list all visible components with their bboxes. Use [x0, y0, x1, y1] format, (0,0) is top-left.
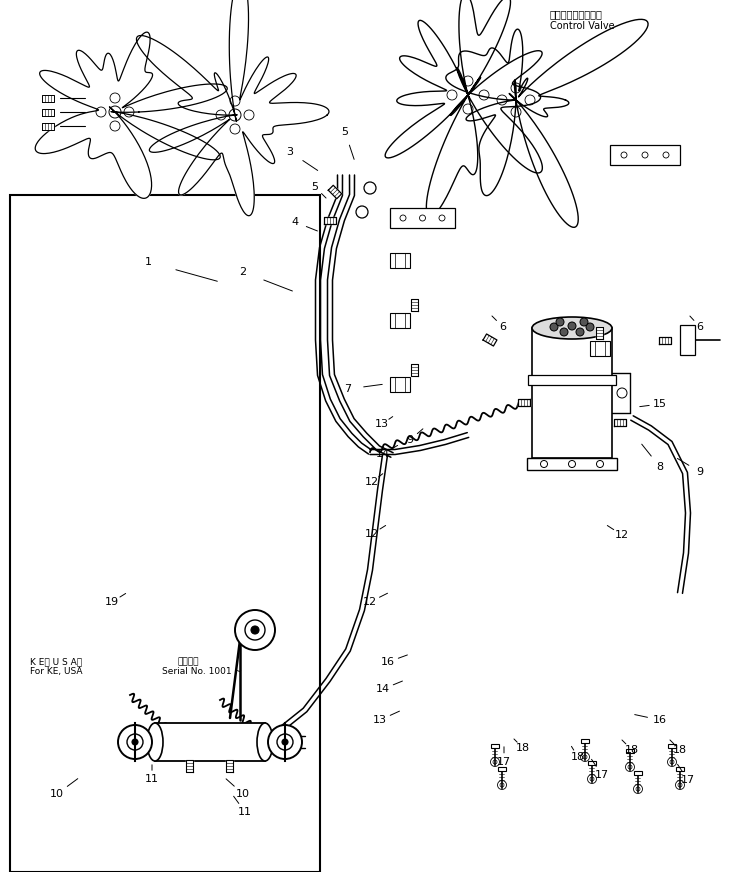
Polygon shape — [614, 419, 626, 426]
Polygon shape — [385, 0, 542, 216]
Polygon shape — [596, 327, 604, 339]
Text: Control Valve: Control Valve — [550, 21, 615, 31]
Text: 8: 8 — [657, 462, 663, 472]
Text: 10: 10 — [50, 789, 64, 799]
Text: 14: 14 — [376, 684, 390, 694]
Polygon shape — [35, 32, 227, 198]
Text: 7: 7 — [344, 384, 352, 394]
Polygon shape — [42, 122, 54, 130]
Text: 1: 1 — [144, 257, 152, 267]
Text: 17: 17 — [595, 770, 609, 780]
Circle shape — [118, 725, 152, 759]
Circle shape — [132, 739, 138, 745]
Text: K E． U S A用: K E． U S A用 — [30, 657, 82, 666]
Polygon shape — [136, 0, 329, 215]
Circle shape — [560, 328, 568, 336]
Text: For KE, USA: For KE, USA — [30, 667, 83, 676]
Text: Serial No. 1001 ~: Serial No. 1001 ~ — [162, 667, 242, 676]
Circle shape — [282, 739, 288, 745]
Circle shape — [586, 323, 594, 331]
Text: 16: 16 — [653, 715, 667, 725]
Text: 4: 4 — [291, 217, 298, 227]
Polygon shape — [42, 108, 54, 115]
Circle shape — [556, 318, 564, 326]
Text: 13: 13 — [373, 715, 387, 725]
Bar — [528, 375, 616, 385]
Bar — [626, 749, 634, 753]
Text: 12: 12 — [615, 530, 629, 540]
Ellipse shape — [147, 723, 163, 761]
Bar — [10, 195, 320, 872]
Circle shape — [576, 328, 584, 336]
Text: 適用号機: 適用号機 — [178, 657, 200, 666]
Bar — [532, 328, 612, 458]
Circle shape — [268, 725, 302, 759]
Bar — [588, 761, 596, 765]
Text: 18: 18 — [625, 745, 639, 755]
Bar — [590, 340, 610, 356]
Bar — [610, 145, 680, 165]
Text: 15: 15 — [653, 399, 667, 409]
Text: 12: 12 — [365, 529, 379, 539]
Text: 13: 13 — [375, 419, 389, 429]
Text: 11: 11 — [145, 774, 159, 784]
Text: 14: 14 — [376, 449, 390, 459]
Bar — [155, 723, 265, 761]
Polygon shape — [226, 760, 234, 772]
Bar — [390, 378, 410, 392]
Text: 6: 6 — [500, 322, 506, 332]
Polygon shape — [328, 185, 342, 199]
Polygon shape — [42, 94, 54, 101]
Circle shape — [568, 322, 576, 330]
Text: 9: 9 — [406, 435, 413, 445]
Text: 3: 3 — [287, 147, 293, 157]
Bar — [527, 458, 617, 470]
Bar — [390, 312, 410, 328]
Text: 5: 5 — [312, 182, 318, 192]
Polygon shape — [483, 334, 497, 346]
Polygon shape — [518, 399, 530, 406]
Text: 10: 10 — [236, 789, 250, 799]
Bar — [634, 771, 642, 775]
Text: 9: 9 — [696, 467, 704, 477]
Bar — [498, 767, 506, 771]
Text: 5: 5 — [341, 127, 349, 137]
Text: 18: 18 — [673, 745, 687, 755]
Text: 17: 17 — [681, 775, 695, 785]
Circle shape — [235, 610, 275, 650]
Text: 18: 18 — [516, 743, 530, 753]
Text: コントロールバルブ: コントロールバルブ — [550, 9, 603, 19]
Bar — [581, 739, 589, 743]
Polygon shape — [411, 364, 419, 376]
Polygon shape — [659, 337, 671, 344]
Bar — [491, 744, 499, 748]
Bar — [390, 253, 410, 268]
Text: 18: 18 — [571, 752, 585, 762]
Text: 16: 16 — [381, 657, 395, 667]
Circle shape — [251, 626, 259, 634]
Circle shape — [550, 323, 558, 331]
Text: 12: 12 — [363, 597, 377, 607]
Text: 2: 2 — [240, 267, 247, 277]
Text: 19: 19 — [105, 597, 119, 607]
Text: 17: 17 — [497, 757, 511, 767]
Bar — [390, 208, 455, 228]
Circle shape — [580, 318, 588, 326]
Bar — [680, 325, 695, 355]
Bar — [668, 744, 676, 748]
Ellipse shape — [257, 723, 273, 761]
Polygon shape — [186, 760, 194, 772]
Bar — [676, 767, 684, 771]
Polygon shape — [446, 19, 648, 228]
Polygon shape — [411, 299, 419, 311]
Polygon shape — [324, 216, 336, 223]
Ellipse shape — [532, 317, 612, 339]
Text: 11: 11 — [238, 807, 252, 817]
Text: 6: 6 — [696, 322, 704, 332]
Text: 12: 12 — [365, 477, 379, 487]
